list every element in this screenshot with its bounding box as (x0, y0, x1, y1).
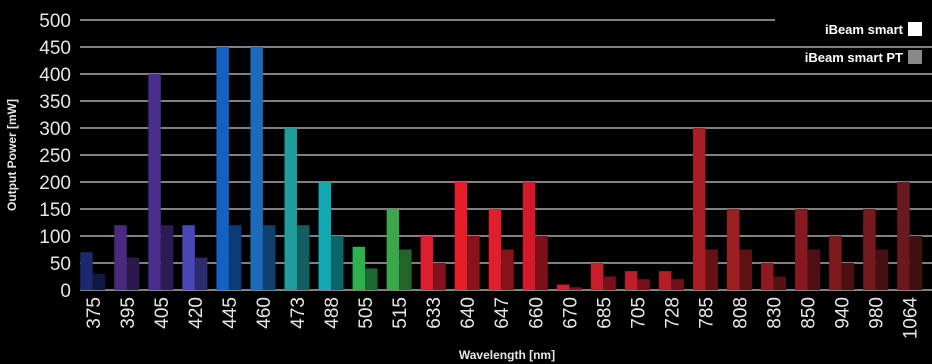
legend-swatch-ibeam-smart (908, 22, 922, 36)
legend-label-ibeam-smart: iBeam smart (825, 22, 904, 37)
bar-ibeam-smart-pt (228, 225, 242, 290)
bar-ibeam-smart (624, 271, 638, 290)
x-tick-labels: 375 395 405 420 445 460 473 488 505 515 633 640 647 6… (84, 297, 922, 340)
bar-ibeam-smart-pt (331, 236, 344, 290)
y-tick-label: 150 (39, 200, 71, 221)
x-tick-label: 670 (560, 297, 581, 329)
bar-ibeam-smart (318, 182, 332, 290)
bar-ibeam-smart-pt (399, 249, 412, 290)
bar-ibeam-smart (454, 182, 468, 290)
bar-ibeam-smart-pt (501, 249, 514, 290)
bar-ibeam-smart (761, 263, 774, 290)
bar-ibeam-smart-pt (296, 225, 310, 290)
x-axis-title: Wavelength [nm] (459, 348, 555, 362)
bar-ibeam-smart (727, 209, 740, 290)
y-axis-title: Output Power [mW] (5, 99, 19, 211)
x-tick-label: 647 (492, 297, 513, 329)
bar-ibeam-smart (148, 74, 161, 290)
x-tick-label: 660 (526, 297, 547, 329)
bar-ibeam-smart (863, 209, 876, 290)
bar-ibeam-smart-pt (671, 279, 684, 290)
bar-ibeam-smart-pt (92, 273, 106, 290)
y-tick-label: 100 (39, 227, 71, 248)
bar-ibeam-smart (556, 284, 570, 290)
bar-ibeam-smart-pt (433, 263, 446, 290)
x-tick-label: 515 (390, 297, 411, 329)
x-tick-label: 685 (594, 297, 615, 329)
bar-ibeam-smart-pt (160, 225, 174, 290)
bar-ibeam-smart (488, 209, 502, 290)
bar-ibeam-smart (829, 236, 842, 290)
bar-ibeam-smart-pt (637, 279, 650, 290)
bar-ibeam-smart (522, 182, 536, 290)
bar-ibeam-smart (590, 263, 604, 290)
bar-ibeam-smart (182, 225, 195, 290)
x-tick-label: 830 (765, 297, 786, 329)
bar-ibeam-smart-pt (365, 268, 378, 290)
y-tick-label: 450 (39, 38, 71, 59)
x-tick-label: 460 (254, 297, 275, 329)
x-tick-label: 808 (731, 297, 752, 329)
x-tick-label: 640 (458, 297, 479, 329)
bar-ibeam-smart (250, 47, 263, 290)
x-tick-label: 980 (867, 297, 888, 329)
bar-ibeam-smart-pt (535, 236, 548, 290)
x-tick-label: 420 (186, 297, 207, 329)
x-tick-label: 488 (322, 297, 343, 329)
x-tick-label: 505 (356, 297, 377, 329)
x-tick-label: 940 (833, 297, 854, 329)
x-tick-label: 633 (424, 297, 445, 329)
bar-ibeam-smart (658, 271, 672, 290)
legend: iBeam smart iBeam smart PT (805, 22, 922, 65)
bar-ibeam-smart-pt (262, 225, 276, 290)
bar-ibeam-smart (420, 236, 434, 290)
bar-ibeam-smart (386, 209, 400, 290)
x-tick-label: 445 (220, 297, 241, 329)
bar-ibeam-smart (284, 128, 297, 290)
bar-ibeam-smart-pt (705, 249, 718, 290)
x-tick-label: 728 (662, 297, 683, 329)
legend-swatch-ibeam-smart-pt (908, 50, 922, 64)
bar-ibeam-smart (795, 209, 808, 290)
y-tick-label: 200 (39, 173, 71, 194)
y-tick-label: 500 (39, 11, 71, 32)
bar-ibeam-smart-pt (841, 263, 855, 290)
bar-ibeam-smart-pt (126, 257, 140, 290)
bar-ibeam-smart-pt (875, 249, 889, 290)
y-tick-label: 400 (39, 65, 71, 86)
bar-ibeam-smart (352, 246, 366, 290)
x-tick-label: 473 (288, 297, 309, 329)
bar-ibeam-smart-pt (909, 236, 923, 290)
bar-ibeam-smart (897, 182, 910, 290)
x-tick-label: 1064 (901, 297, 922, 340)
bar-ibeam-smart-pt (194, 257, 208, 290)
x-tick-label: 395 (118, 297, 139, 329)
y-tick-label: 350 (39, 92, 71, 113)
x-tick-label: 850 (799, 297, 820, 329)
legend-label-ibeam-smart-pt: iBeam smart PT (805, 50, 903, 65)
bar-ibeam-smart (114, 225, 127, 290)
bar-ibeam-smart-pt (467, 236, 480, 290)
bars (80, 47, 923, 290)
y-tick-label: 250 (39, 146, 71, 167)
x-tick-label: 705 (628, 297, 649, 329)
bar-ibeam-smart (80, 252, 93, 290)
bar-ibeam-smart-pt (569, 287, 582, 290)
bar-ibeam-smart-pt (773, 276, 787, 290)
x-tick-label: 405 (152, 297, 173, 329)
bar-ibeam-smart (692, 128, 706, 290)
x-tick-label: 785 (696, 297, 717, 329)
bar-ibeam-smart (216, 47, 229, 290)
x-tick-label: 375 (84, 297, 105, 329)
y-tick-label: 300 (39, 119, 71, 140)
y-tick-label: 0 (60, 281, 71, 302)
bar-ibeam-smart-pt (739, 249, 753, 290)
y-tick-label: 50 (50, 254, 71, 275)
bar-ibeam-smart-pt (807, 249, 821, 290)
bar-ibeam-smart-pt (603, 276, 616, 290)
y-tick-labels: 0 50 100 150 200 250 300 350 400 450 500 (39, 11, 71, 302)
